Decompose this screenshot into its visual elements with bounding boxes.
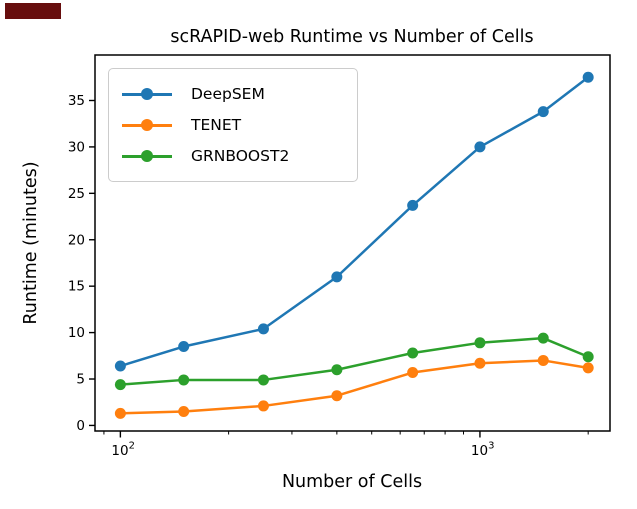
data-point-grnboost2	[257, 374, 269, 386]
data-point-grnboost2	[114, 379, 126, 391]
deepsem-line-marker-icon	[122, 87, 172, 100]
y-tick-label: 20	[68, 232, 85, 248]
chart-title: scRAPID-web Runtime vs Number of Cells	[170, 27, 533, 47]
legend-label-grnboost2: GRNBOOST2	[191, 146, 290, 165]
data-point-tenet	[407, 367, 419, 379]
redaction-box	[5, 3, 61, 19]
data-point-grnboost2	[331, 364, 343, 376]
data-point-grnboost2	[178, 374, 190, 386]
data-point-deepsem	[537, 106, 549, 118]
data-point-tenet	[537, 354, 549, 366]
tenet-line-marker-icon	[122, 118, 172, 131]
x-axis-label: Number of Cells	[282, 472, 422, 492]
y-tick-label: 25	[68, 186, 85, 202]
data-point-deepsem	[474, 141, 486, 153]
legend-label-deepsem: DeepSEM	[191, 84, 265, 103]
data-point-grnboost2	[474, 337, 486, 349]
data-point-tenet	[257, 400, 269, 412]
series-line-grnboost2	[119, 336, 590, 386]
series-line-tenet	[119, 359, 590, 415]
data-point-deepsem	[257, 323, 269, 335]
y-tick-label: 35	[68, 93, 85, 109]
legend-label-tenet: TENET	[191, 115, 242, 134]
data-point-grnboost2	[582, 351, 594, 363]
data-point-tenet	[178, 406, 190, 418]
y-tick-label: 10	[68, 325, 85, 341]
y-tick-label: 30	[68, 139, 85, 155]
data-point-tenet	[474, 357, 486, 369]
legend-item-deepsem: DeepSEM	[122, 78, 357, 109]
data-point-tenet	[114, 407, 126, 419]
data-point-grnboost2	[407, 347, 419, 359]
legend-item-tenet: TENET	[122, 109, 357, 140]
data-series-layer	[114, 71, 594, 419]
axes-layer: 0 5 10 15 20 25 30 35 102 103	[68, 54, 611, 460]
legend-item-grnboost2: GRNBOOST2	[122, 140, 357, 171]
data-point-tenet	[582, 362, 594, 374]
series-line-deepsem	[119, 76, 590, 368]
x-tick-label: 102	[111, 441, 135, 460]
data-point-grnboost2	[537, 332, 549, 344]
data-point-tenet	[331, 390, 343, 402]
data-point-deepsem	[407, 199, 419, 211]
y-tick-label: 0	[76, 418, 85, 434]
data-point-deepsem	[114, 360, 126, 372]
y-tick-label: 15	[68, 279, 85, 295]
chart-legend: DeepSEM TENET GRNBOOST2	[108, 68, 358, 182]
x-tick-label: 103	[471, 441, 495, 460]
data-point-deepsem	[582, 71, 594, 83]
y-axis-label: Runtime (minutes)	[21, 161, 41, 324]
data-point-deepsem	[178, 341, 190, 353]
y-tick-label: 5	[76, 372, 85, 388]
grnboost2-line-marker-icon	[122, 149, 172, 162]
data-point-deepsem	[331, 271, 343, 283]
